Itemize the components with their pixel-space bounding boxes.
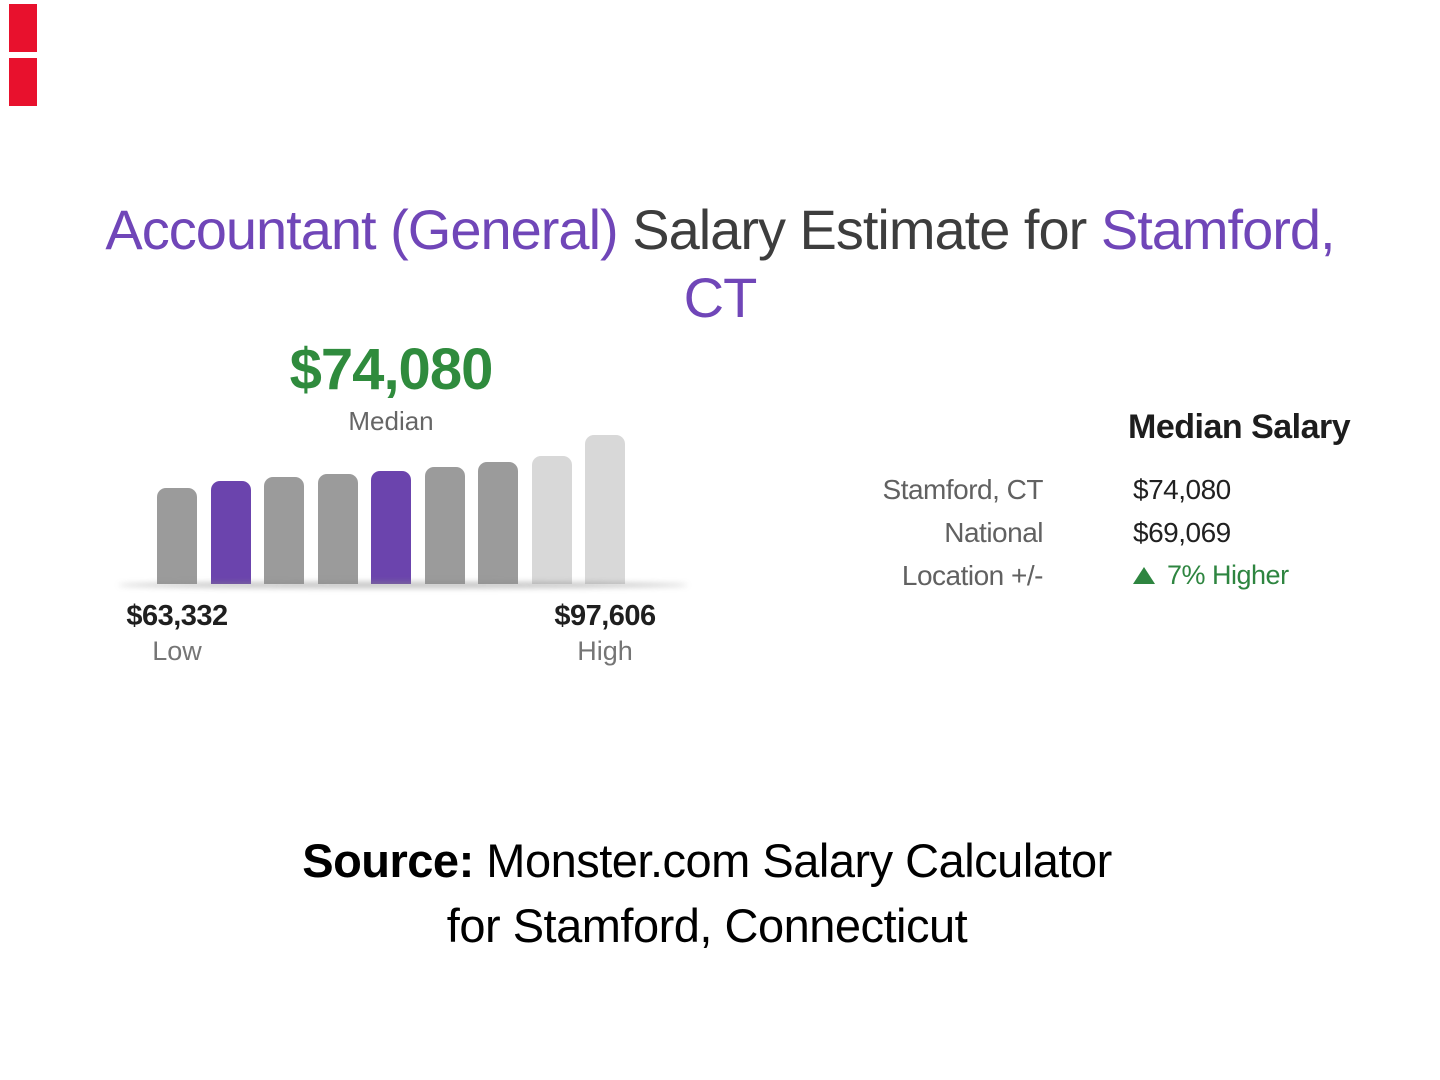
source-prefix: Source:: [302, 834, 474, 887]
low-salary-value: $63,332: [126, 600, 228, 632]
chart-baseline-shadow: [118, 582, 688, 588]
bar: [531, 456, 572, 584]
arrow-up-icon: [1133, 567, 1155, 584]
source-line2: for Stamford, Connecticut: [446, 899, 968, 952]
title-job-segment: Accountant (General): [105, 197, 618, 261]
low-caption: Low: [152, 636, 202, 666]
source-attribution: Source: Monster.com Salary Calculator fo…: [0, 828, 1414, 958]
bar: [371, 471, 411, 584]
high-salary-value: $97,606: [554, 600, 656, 632]
title-middle-segment: Salary Estimate for: [617, 197, 1101, 261]
title-location-segment: Stamford,: [1100, 197, 1336, 261]
bar: [478, 462, 518, 584]
location-diff-text: 7% Higher: [1167, 560, 1289, 590]
median-caption: Median: [348, 406, 434, 436]
red-corner-mark: [9, 58, 37, 106]
median-salary-value: $74,080: [289, 337, 494, 402]
bar-chart: [157, 435, 625, 584]
row-value-national: $69,069: [1133, 516, 1231, 548]
row-label-national: National: [944, 516, 1043, 548]
low-axis-label: $63,332 Low: [122, 600, 232, 667]
red-corner-mark: [9, 4, 37, 52]
comparison-panel-header: Median Salary: [1128, 408, 1351, 446]
bar: [210, 481, 251, 584]
bar: [264, 477, 304, 584]
title-location-line2: CT: [683, 265, 758, 329]
page-title: Accountant (General) Salary Estimate for…: [0, 196, 1440, 332]
source-line1: Monster.com Salary Calculator: [473, 834, 1112, 887]
high-axis-label: $97,606 High: [550, 600, 660, 667]
bar: [585, 435, 625, 584]
row-value-location-diff: 7% Higher: [1133, 560, 1289, 591]
high-caption: High: [577, 636, 633, 666]
row-label-stamford: Stamford, CT: [882, 473, 1044, 505]
row-label-location-diff: Location +/-: [901, 559, 1044, 591]
comparison-table: Stamford, CT $74,080 National $69,069 Lo…: [860, 468, 1290, 597]
bar: [157, 488, 197, 584]
row-value-stamford: $74,080: [1133, 473, 1231, 505]
bar: [424, 467, 465, 584]
bar: [317, 474, 358, 584]
